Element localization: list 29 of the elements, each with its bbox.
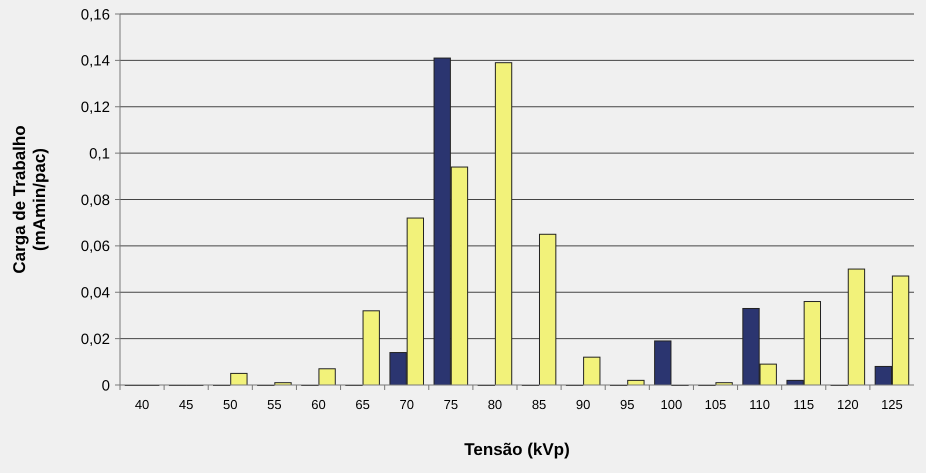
x-tick-label: 125 [881, 397, 903, 412]
y-tick-label: 0,12 [80, 99, 110, 116]
y-axis-title: Carga de Trabalho (mAmin/pac) [10, 125, 49, 274]
x-tick-label: 40 [134, 397, 150, 412]
x-tick-label: 75 [444, 397, 458, 412]
y-tick-label: 0,16 [80, 6, 110, 24]
y-tick-label: 0,1 [89, 145, 110, 162]
x-tick-label: 65 [355, 397, 370, 412]
y-tick-label: 0,06 [80, 238, 110, 256]
x-tick-label: 55 [267, 397, 282, 412]
x-tick-label: 100 [660, 397, 682, 412]
x-tick-label: 60 [311, 397, 326, 412]
y-tick-label: 0 [102, 377, 110, 394]
x-tick-label: 105 [704, 397, 726, 412]
y-tick-label: 0,02 [80, 330, 110, 348]
y-tick-label: 0,04 [80, 284, 110, 302]
x-tick-label: 50 [223, 397, 238, 412]
x-tick-label: 90 [576, 397, 590, 412]
x-tick-label: 120 [836, 397, 859, 412]
y-tick-label: 0,08 [80, 192, 110, 209]
x-axis-title: Tensão (kVp) [464, 440, 570, 459]
x-tick-label: 110 [749, 397, 770, 412]
x-tick-label: 45 [178, 397, 194, 412]
x-tick-label: 115 [793, 397, 814, 412]
x-tick-label: 80 [488, 397, 502, 412]
y-tick-label: 0,14 [80, 52, 110, 70]
x-tick-label: 70 [399, 397, 414, 412]
x-tick-label: 85 [532, 397, 546, 412]
x-tick-label: 95 [620, 397, 635, 412]
